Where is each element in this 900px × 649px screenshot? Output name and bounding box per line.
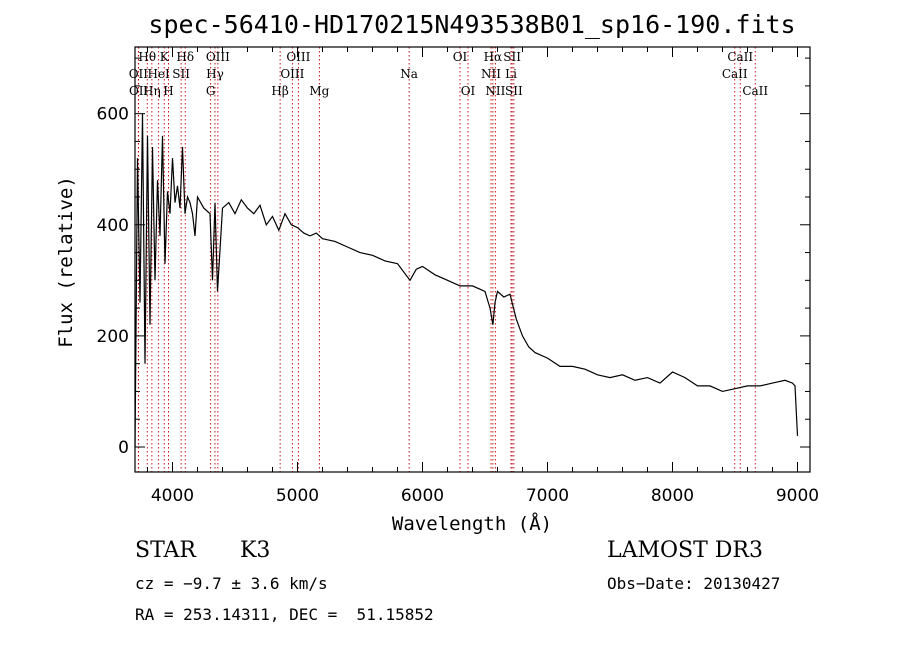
line-label-6: H (163, 84, 173, 98)
redshift-velocity: cz = −9.7 ± 3.6 km/s (135, 574, 328, 593)
x-axis-ticks: 4000 5000 6000 7000 8000 9000 (147, 47, 819, 506)
x-tick-label-4: 8000 (651, 486, 694, 506)
plot-frame (134, 46, 811, 473)
line-label-13: OIII (280, 67, 304, 81)
line-label-16: Na (400, 67, 418, 81)
spectral-line-markers (137, 47, 756, 472)
line-label-5: K (160, 50, 170, 64)
object-class: STAR (135, 538, 196, 563)
line-label-7: Hδ (176, 50, 194, 64)
x-tick-label-5: 9000 (776, 486, 819, 506)
line-label-12: OIII (286, 50, 310, 64)
line-label-15: Mg (309, 84, 329, 98)
line-label-9: OIII (206, 50, 230, 64)
line-label-22: Li (505, 67, 517, 81)
line-label-21: NII (481, 67, 501, 81)
line-label-0: Hθ (138, 50, 156, 64)
flux-series-line (134, 113, 799, 448)
line-label-23: NII (485, 84, 505, 98)
x-tick-label-2: 6000 (401, 486, 444, 506)
line-label-10: Hγ (206, 67, 224, 81)
line-label-8: SII (172, 67, 190, 81)
y-axis-ticks: 0 200 400 600 (97, 57, 810, 458)
y-tick-label-1: 200 (97, 327, 129, 347)
line-label-2: OII (129, 84, 149, 98)
y-tick-label-0: 0 (118, 438, 129, 458)
line-label-11: G (206, 84, 216, 98)
line-label-1: OII (129, 67, 149, 81)
x-tick-label-0: 4000 (151, 486, 194, 506)
x-axis-label: Wavelength (Å) (392, 512, 552, 535)
chart-title: spec-56410-HD170215N493538B01_sp16-190.f… (148, 10, 795, 39)
line-label-26: CaII (722, 67, 748, 81)
y-tick-label-2: 400 (97, 216, 129, 236)
line-label-19: Hα (484, 50, 503, 64)
object-subclass: K3 (240, 538, 271, 563)
line-label-25: CaII (727, 50, 753, 64)
y-axis-label: Flux (relative) (55, 176, 77, 348)
line-label-3: Hη (143, 84, 161, 98)
line-label-14: Hβ (271, 84, 288, 98)
x-tick-label-3: 7000 (526, 486, 569, 506)
line-label-24: SII (505, 84, 523, 98)
line-label-20: SII (503, 50, 521, 64)
survey-name: LAMOST DR3 (607, 538, 763, 563)
observation-date: Obs−Date: 20130427 (607, 574, 781, 593)
sky-coordinates: RA = 253.14311, DEC = 51.15852 (135, 605, 434, 624)
y-tick-label-3: 600 (97, 105, 129, 125)
line-label-18: OI (461, 84, 476, 98)
line-label-27: CaII (742, 84, 768, 98)
line-label-4: HeI (147, 67, 170, 81)
line-label-17: OI (453, 50, 468, 64)
x-tick-label-1: 5000 (276, 486, 319, 506)
